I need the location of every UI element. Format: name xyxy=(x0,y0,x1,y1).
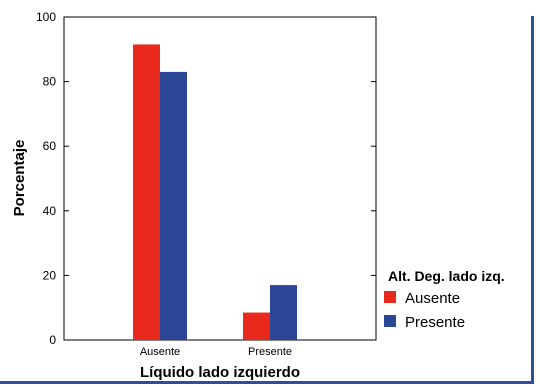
x-tick-label: Presente xyxy=(248,346,292,358)
plot-area xyxy=(63,16,377,341)
legend-swatch xyxy=(384,315,396,327)
x-axis-title: Líquido lado izquierdo xyxy=(140,364,300,381)
bars xyxy=(133,44,297,341)
y-tick-label: 40 xyxy=(43,204,57,218)
legend-label: Presente xyxy=(405,314,465,331)
y-tick-label: 60 xyxy=(43,139,57,153)
frame-border-right xyxy=(531,16,534,384)
bar-presente-presente xyxy=(270,285,297,340)
legend-label: Ausente xyxy=(405,290,460,307)
x-tick-label: Ausente xyxy=(140,346,180,358)
y-axis: 0 20 40 60 80 100 xyxy=(36,10,376,347)
y-tick-label: 0 xyxy=(49,333,56,347)
legend-swatch xyxy=(384,291,396,303)
y-tick-label: 20 xyxy=(43,268,57,282)
y-tick-label: 80 xyxy=(43,75,57,89)
legend-title: Alt. Deg. lado izq. xyxy=(388,268,505,284)
bar-ausente-presente xyxy=(243,312,270,340)
bar-presente-ausente xyxy=(160,71,187,340)
bar-ausente-ausente xyxy=(133,44,160,341)
y-tick-label: 100 xyxy=(36,10,56,24)
legend: Ausente Presente xyxy=(384,290,465,331)
y-axis-title: Porcentaje xyxy=(11,140,28,217)
frame-border-bottom xyxy=(0,381,534,384)
